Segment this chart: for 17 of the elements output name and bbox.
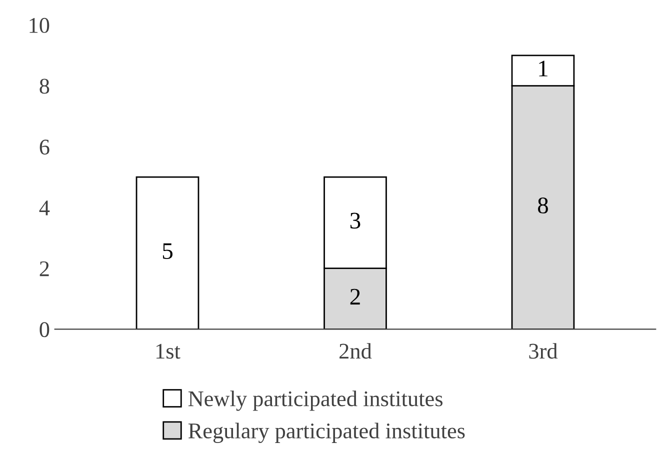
legend-label: Newly participated institutes <box>188 390 442 411</box>
x-tick-label: 2nd <box>340 343 372 359</box>
data-label: 3 <box>350 212 360 229</box>
y-tick-label: 6 <box>40 140 50 155</box>
y-tick-label: 8 <box>40 78 50 94</box>
data-label: 2 <box>350 288 360 304</box>
legend-label: Regulary participated institutes <box>188 422 465 443</box>
y-tick-label: 10 <box>30 18 50 33</box>
x-tick-label: 1st <box>156 344 180 359</box>
y-tick-label: 4 <box>39 200 50 216</box>
y-tick-label: 2 <box>40 261 49 276</box>
bar <box>136 176 200 330</box>
data-label: 1 <box>539 60 548 76</box>
data-label: 5 <box>162 243 172 260</box>
x-tick-label: 3rd <box>529 343 558 359</box>
data-label: 8 <box>538 197 548 214</box>
y-tick-label: 0 <box>40 322 50 338</box>
